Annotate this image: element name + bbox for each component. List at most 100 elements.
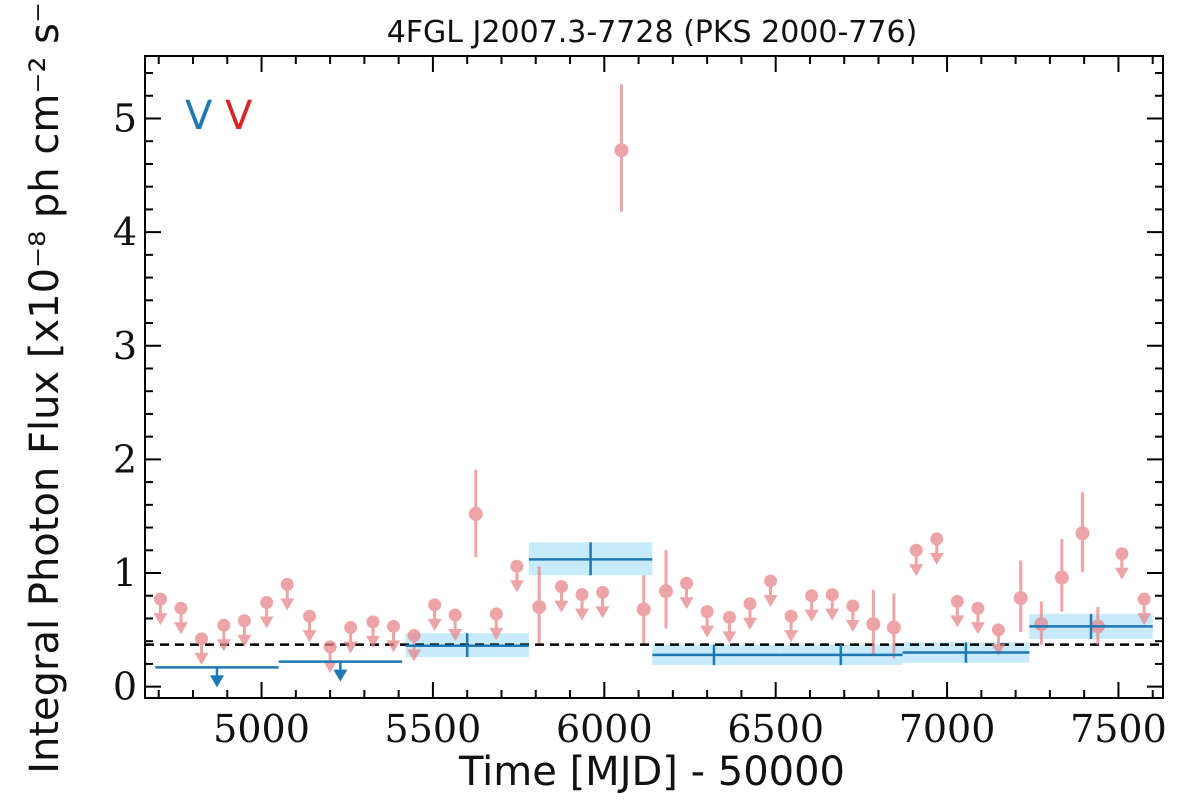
red-upper-limit: [448, 608, 463, 642]
red-data-point: [1054, 538, 1069, 612]
y-tick-label: 1: [113, 551, 137, 595]
red-point-marker: [468, 506, 483, 521]
red-upper-limit: [259, 596, 274, 629]
red-upper-limit-marker: [991, 623, 1005, 637]
red-upper-limit-arrow: [554, 600, 569, 613]
red-upper-limit-arrow: [153, 613, 168, 626]
red-data-point: [1075, 492, 1090, 572]
red-upper-limit: [700, 605, 715, 638]
legend-entry-blue: V: [185, 93, 213, 139]
y-tick-label: 5: [113, 96, 137, 140]
red-data-point: [468, 469, 483, 558]
red-series: [153, 84, 1152, 673]
legend: V V: [185, 93, 253, 139]
red-upper-limit: [825, 588, 840, 621]
red-upper-limit-arrow: [991, 643, 1006, 656]
red-upper-limit-marker: [764, 574, 778, 588]
red-point-marker: [636, 602, 651, 617]
red-upper-limit: [679, 576, 694, 610]
red-upper-limit-marker: [407, 629, 421, 643]
red-upper-limit: [153, 592, 168, 626]
red-data-point: [614, 84, 629, 212]
x-tick-label: 7000: [899, 707, 996, 751]
red-upper-limit-arrow: [509, 580, 524, 593]
red-upper-limit: [784, 609, 799, 643]
red-upper-limit: [554, 580, 569, 613]
red-upper-limit: [970, 601, 985, 635]
red-upper-limit-arrow: [427, 618, 442, 631]
red-upper-limit-arrow: [343, 641, 358, 654]
red-upper-limit: [365, 615, 380, 648]
red-upper-limit-arrow: [845, 619, 860, 632]
red-upper-limit-arrow: [1137, 613, 1152, 626]
red-upper-limit-arrow: [763, 594, 778, 607]
red-point-marker: [886, 620, 901, 635]
red-upper-limit-marker: [303, 609, 317, 623]
x-tick-label: 6000: [556, 707, 653, 751]
y-tick-label: 3: [113, 324, 137, 368]
y-tick-label: 2: [113, 437, 137, 481]
red-upper-limit-marker: [448, 608, 462, 622]
red-upper-limit-arrow: [216, 639, 231, 652]
red-point-marker: [1013, 591, 1028, 606]
red-upper-limit-arrow: [1114, 567, 1129, 580]
red-upper-limit-marker: [217, 618, 231, 632]
chart-title: 4FGL J2007.3-7728 (PKS 2000-776): [387, 15, 918, 50]
red-upper-limit-marker: [784, 609, 798, 623]
red-upper-limit-marker: [743, 597, 757, 611]
red-point-marker: [532, 600, 547, 615]
red-upper-limit-arrow: [742, 617, 757, 630]
red-upper-limit-marker: [950, 594, 964, 608]
blue-series: [155, 542, 1153, 688]
red-upper-limit: [909, 543, 924, 577]
red-upper-limit: [280, 577, 295, 611]
red-upper-limit: [343, 621, 358, 654]
red-upper-limit-marker: [174, 601, 188, 615]
x-tick-label: 6500: [727, 707, 824, 751]
red-upper-limit: [1137, 592, 1152, 626]
red-upper-limit-marker: [510, 559, 524, 573]
red-upper-limit: [991, 623, 1006, 656]
blue-upper-limit-arrow: [333, 669, 348, 682]
y-tick-label: 4: [113, 210, 137, 254]
red-upper-limit-marker: [195, 632, 209, 646]
red-data-point: [886, 593, 901, 659]
x-axis-label: Time [MJD] - 50000: [458, 749, 845, 795]
red-upper-limit: [742, 597, 757, 630]
red-upper-limit-marker: [260, 596, 274, 610]
axis-ticks: [145, 56, 1163, 698]
red-upper-limit-arrow: [909, 564, 924, 577]
red-upper-limit-marker: [846, 599, 860, 613]
red-upper-limit: [804, 589, 819, 622]
red-upper-limit: [407, 629, 422, 662]
red-upper-limit-marker: [596, 585, 610, 599]
red-data-point: [532, 566, 547, 644]
red-upper-limit-arrow: [237, 634, 252, 647]
red-upper-limit-marker: [323, 640, 337, 654]
red-upper-limit-arrow: [302, 630, 317, 643]
red-point-marker: [658, 584, 673, 599]
red-upper-limit-arrow: [804, 609, 819, 622]
y-axis-label: Integral Photon Flux [x10⁻⁸ ph cm⁻² s⁻¹]: [22, 0, 68, 774]
red-upper-limit-arrow: [259, 616, 274, 629]
red-upper-limit: [302, 609, 317, 643]
axis-tick-labels: 5000 5500 6000 6500 7000 7500 0 1 2 3 4 5: [113, 96, 1167, 751]
red-upper-limit-arrow: [489, 627, 504, 640]
red-upper-limit-arrow: [407, 649, 422, 662]
red-upper-limit-marker: [722, 610, 736, 624]
red-upper-limit-arrow: [825, 608, 840, 621]
red-upper-limit: [595, 585, 610, 619]
red-upper-limit-marker: [1137, 592, 1151, 606]
red-upper-limit-marker: [680, 576, 694, 590]
red-upper-limit: [386, 619, 401, 653]
red-upper-limit: [216, 618, 231, 652]
red-data-point: [866, 590, 881, 656]
x-tick-label: 7500: [1070, 707, 1167, 751]
red-upper-limit-marker: [971, 601, 985, 615]
legend-entry-red: V: [225, 93, 253, 139]
red-upper-limit: [763, 574, 778, 607]
red-upper-limit-marker: [575, 588, 589, 602]
red-upper-limit-arrow: [365, 635, 380, 648]
red-upper-limit-arrow: [700, 625, 715, 638]
